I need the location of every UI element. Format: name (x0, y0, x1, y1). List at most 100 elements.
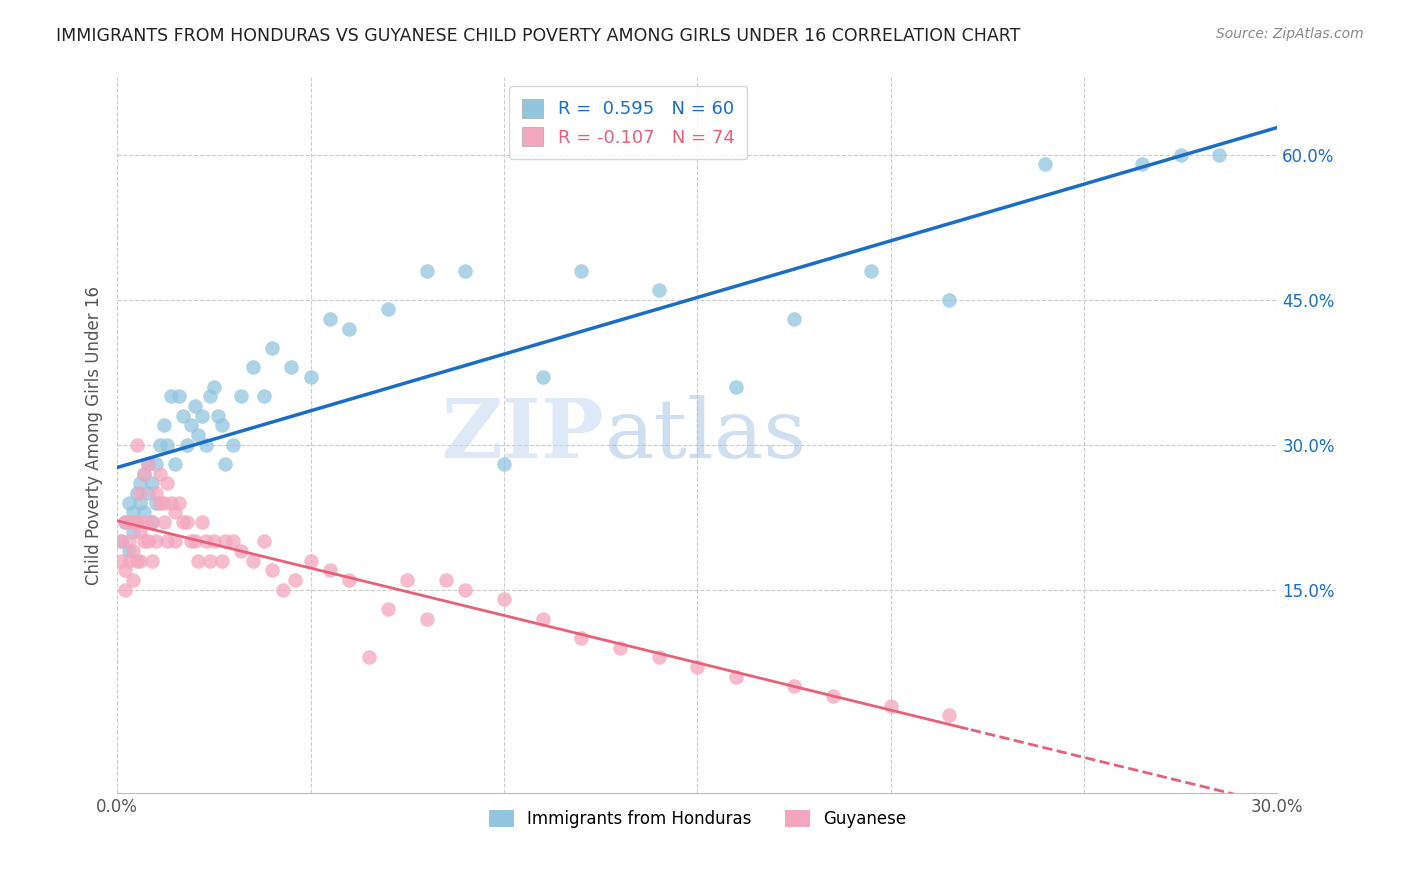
Point (152, 418, 174, 433)
Point (280, 360, 302, 375)
Point (492, 592, 515, 607)
Point (686, 660, 709, 674)
Point (415, 264, 437, 278)
Point (176, 515, 198, 529)
Point (136, 534, 159, 549)
Text: Source: ZipAtlas.com: Source: ZipAtlas.com (1216, 27, 1364, 41)
Point (149, 438, 172, 452)
Point (149, 496, 172, 510)
Point (214, 457, 236, 471)
Point (114, 563, 136, 577)
Point (110, 534, 132, 549)
Point (202, 534, 225, 549)
Point (118, 544, 141, 558)
Point (156, 476, 179, 491)
Point (152, 515, 174, 529)
Point (531, 612, 554, 626)
Point (134, 515, 156, 529)
Point (152, 496, 174, 510)
Point (125, 515, 148, 529)
Point (415, 612, 437, 626)
Point (136, 457, 159, 471)
Point (141, 476, 163, 491)
Point (129, 554, 152, 568)
Point (207, 409, 229, 423)
Point (118, 554, 141, 568)
Point (110, 554, 132, 568)
Point (145, 496, 167, 510)
Point (531, 370, 554, 384)
Point (284, 573, 307, 587)
Point (319, 312, 342, 326)
Text: atlas: atlas (605, 395, 807, 475)
Point (195, 534, 218, 549)
Point (187, 554, 209, 568)
Point (1033, 157, 1056, 171)
Text: IMMIGRANTS FROM HONDURAS VS GUYANESE CHILD POVERTY AMONG GIRLS UNDER 16 CORRELAT: IMMIGRANTS FROM HONDURAS VS GUYANESE CHI… (56, 27, 1021, 45)
Point (183, 534, 205, 549)
Point (134, 505, 156, 519)
Point (145, 534, 167, 549)
Point (129, 524, 152, 539)
Point (214, 534, 236, 549)
Point (180, 418, 202, 433)
Point (141, 515, 163, 529)
Point (121, 573, 143, 587)
Point (134, 467, 156, 481)
Y-axis label: Child Poverty Among Girls Under 16: Child Poverty Among Girls Under 16 (86, 285, 103, 584)
Point (273, 582, 295, 597)
Point (160, 496, 183, 510)
Point (454, 582, 477, 597)
Point (647, 283, 669, 297)
Point (191, 409, 214, 423)
Point (454, 264, 477, 278)
Point (396, 573, 419, 587)
Point (156, 438, 179, 452)
Point (129, 486, 152, 500)
Point (211, 554, 233, 568)
Point (337, 573, 360, 587)
Point (118, 534, 141, 549)
Point (129, 476, 152, 491)
Point (222, 534, 245, 549)
Point (299, 370, 322, 384)
Point (121, 524, 143, 539)
Point (242, 554, 264, 568)
Point (1170, 147, 1192, 161)
Point (1208, 147, 1230, 161)
Point (569, 264, 592, 278)
Point (229, 389, 252, 403)
Point (183, 399, 205, 413)
Point (172, 409, 194, 423)
Point (191, 515, 214, 529)
Point (821, 689, 844, 703)
Point (165, 534, 187, 549)
Point (180, 534, 202, 549)
Point (242, 360, 264, 375)
Point (121, 505, 143, 519)
Point (165, 505, 187, 519)
Point (160, 389, 183, 403)
Point (222, 438, 245, 452)
Point (125, 554, 148, 568)
Point (125, 486, 148, 500)
Point (187, 428, 209, 442)
Point (125, 438, 148, 452)
Point (783, 679, 806, 693)
Point (141, 554, 163, 568)
Point (938, 293, 960, 307)
Point (492, 457, 515, 471)
Point (377, 302, 399, 317)
Point (121, 544, 143, 558)
Point (260, 341, 283, 355)
Point (377, 602, 399, 616)
Point (118, 515, 141, 529)
Legend: Immigrants from Honduras, Guyanese: Immigrants from Honduras, Guyanese (482, 803, 912, 834)
Point (783, 312, 806, 326)
Point (114, 515, 136, 529)
Point (195, 438, 218, 452)
Point (145, 457, 167, 471)
Point (337, 322, 360, 336)
Point (319, 563, 342, 577)
Point (121, 515, 143, 529)
